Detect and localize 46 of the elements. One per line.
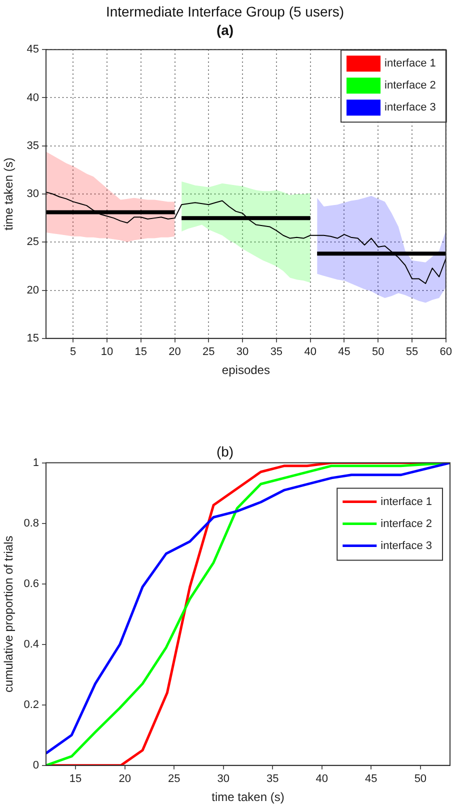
legend-label: interface 2 xyxy=(384,80,436,92)
x-tick-label: 5 xyxy=(70,346,76,358)
legend-label: interface 2 xyxy=(380,518,432,530)
legend-label: interface 1 xyxy=(384,58,436,70)
chart-subtitle: (a) xyxy=(216,22,234,38)
x-tick-label: 35 xyxy=(270,346,283,358)
x-tick-label: 15 xyxy=(134,346,148,358)
y-tick-label: 0 xyxy=(32,759,39,772)
x-axis-title: episodes xyxy=(222,363,270,378)
legend-label: interface 1 xyxy=(380,496,432,508)
y-tick-label: 0.2 xyxy=(24,698,39,711)
y-tick-label: 20 xyxy=(26,284,39,296)
y-tick-label: 0.4 xyxy=(24,638,39,650)
x-tick-label: 15 xyxy=(69,773,82,786)
y-tick-label: 15 xyxy=(26,332,39,344)
x-tick-label: 40 xyxy=(316,773,328,786)
x-tick-label: 35 xyxy=(266,773,279,786)
y-tick-label: 35 xyxy=(26,140,39,152)
x-tick-label: 10 xyxy=(100,346,114,358)
chart-title: Intermediate Interface Group (5 users) xyxy=(106,3,344,20)
y-tick-label: 0.6 xyxy=(24,578,39,590)
x-tick-label: 25 xyxy=(168,773,180,786)
x-tick-label: 25 xyxy=(202,346,215,358)
y-tick-label: 30 xyxy=(26,188,39,200)
legend-label: interface 3 xyxy=(380,540,432,552)
x-axis-title: time taken (s) xyxy=(212,790,284,804)
y-tick-label: 0.8 xyxy=(24,517,39,530)
x-tick-label: 20 xyxy=(168,346,181,358)
x-tick-label: 30 xyxy=(217,773,230,786)
x-tick-label: 20 xyxy=(118,773,131,786)
x-tick-label: 55 xyxy=(406,346,418,358)
chart-title: (b) xyxy=(216,443,234,460)
y-axis-title: cumulative proportion of trials xyxy=(2,536,16,692)
y-tick-label: 25 xyxy=(26,236,39,248)
legend-label: interface 3 xyxy=(384,102,436,114)
x-tick-label: 50 xyxy=(414,773,427,786)
x-tick-label: 45 xyxy=(338,346,350,358)
y-tick-label: 40 xyxy=(26,92,39,104)
y-tick-label: 1 xyxy=(32,456,39,469)
x-tick-label: 40 xyxy=(304,346,316,358)
x-tick-label: 45 xyxy=(365,773,378,786)
x-tick-label: 30 xyxy=(236,346,249,358)
y-tick-label: 45 xyxy=(26,44,39,56)
x-tick-label: 60 xyxy=(440,346,452,358)
y-axis-title: time taken (s) xyxy=(2,158,16,230)
x-tick-label: 50 xyxy=(372,346,384,358)
